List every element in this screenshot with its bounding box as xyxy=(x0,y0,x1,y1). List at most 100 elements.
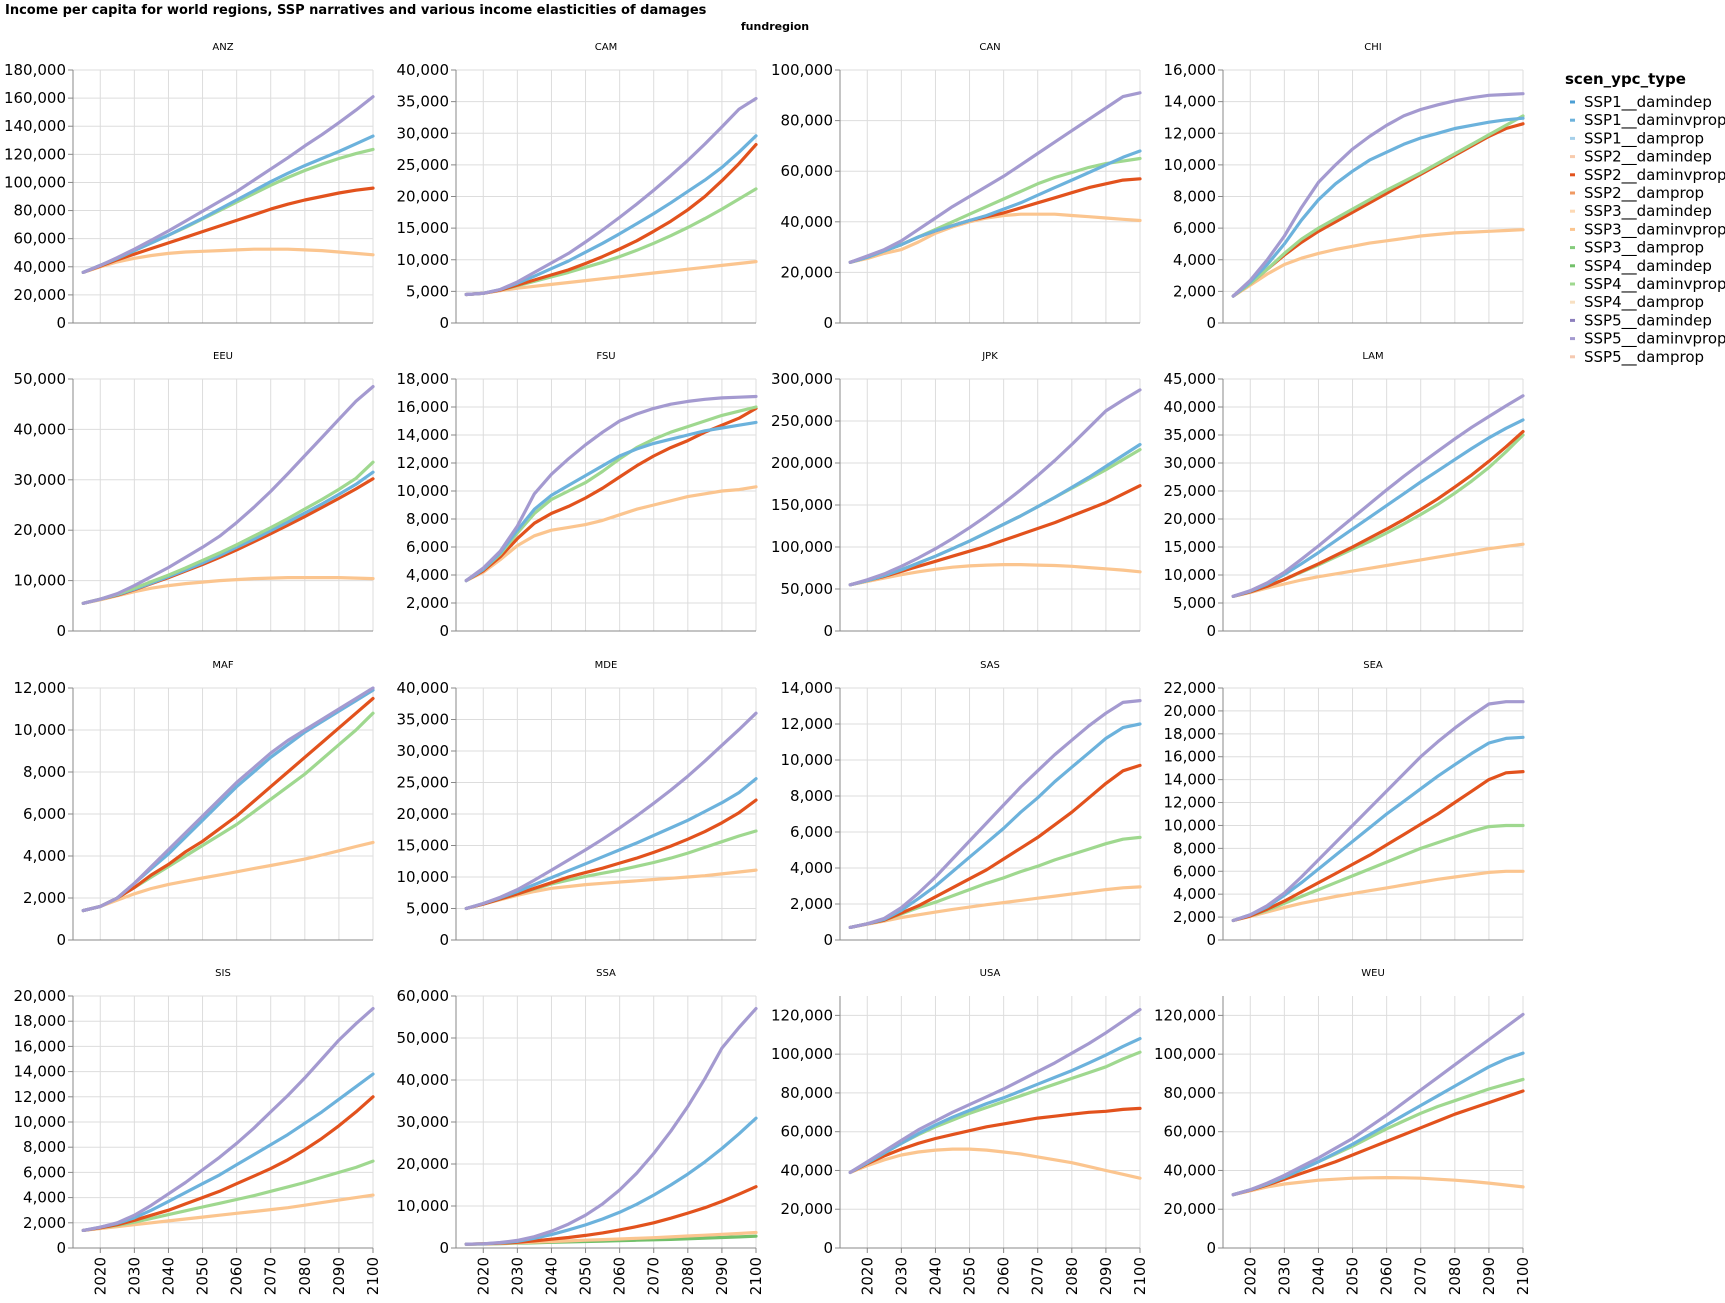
y-tick-label: 10,000 xyxy=(14,721,67,739)
y-tick-label: 35,000 xyxy=(397,711,450,729)
y-tick-label: 80,000 xyxy=(781,1084,834,1102)
y-tick-label: 6,000 xyxy=(23,1163,66,1181)
series-line-ssp4 xyxy=(81,1159,375,1232)
panel-usa: USA 0 20,000 40,000 60,000 80,000 100,000 120,0… xyxy=(771,968,1149,1295)
y-tick-label: 40,000 xyxy=(781,213,834,231)
chart-title: Income per capita for world regions, SSP… xyxy=(5,3,707,18)
panel-chi: CHI 0 2,000 4,000 6,000 8,000 10,000 12,000 14,0… xyxy=(1164,42,1525,332)
y-tick-label: 20,000 xyxy=(397,188,450,206)
x-tick-label: 2050 xyxy=(577,1257,595,1295)
y-tick-label: 40,000 xyxy=(1164,398,1217,416)
y-tick-label: 60,000 xyxy=(1164,1123,1217,1141)
panel-title: JPK xyxy=(981,351,998,362)
y-tick-label: 300,000 xyxy=(771,370,833,388)
x-tick-label: 2020 xyxy=(858,1257,876,1295)
y-tick-label: 20,000 xyxy=(781,263,834,281)
panel-title: SAS xyxy=(980,660,1000,671)
series-line-ssp5 xyxy=(848,388,1142,587)
y-tick-label: 45,000 xyxy=(1164,370,1217,388)
panel-can: CAN 0 20,000 40,000 60,000 80,000 100,000 xyxy=(771,42,1142,332)
y-tick-label: 0 xyxy=(823,1239,833,1257)
y-tick-label: 8,000 xyxy=(1173,188,1216,206)
series-line-ssp4 xyxy=(1231,823,1525,923)
y-tick-label: 120,000 xyxy=(1154,1006,1216,1024)
y-tick-label: 35,000 xyxy=(1164,426,1217,444)
series-line-ssp2 xyxy=(1231,770,1525,923)
y-tick-label: 18,000 xyxy=(14,1012,67,1030)
series-line-ssp3 xyxy=(848,212,1142,264)
y-tick-label: 15,000 xyxy=(397,219,450,237)
legend: scen_ypc_type SSP1__damindepSSP1__daminv… xyxy=(1565,70,1725,367)
series-line-ssp3 xyxy=(848,1147,1142,1180)
legend-entry: SSP4__daminvprop xyxy=(1584,275,1725,294)
y-tick-label: 100,000 xyxy=(771,1045,833,1063)
y-tick-label: 5,000 xyxy=(406,900,449,918)
panel-eeu: EEU 0 10,000 20,000 30,000 40,000 50,000 xyxy=(14,351,375,640)
x-tick-label: 2030 xyxy=(892,1257,910,1295)
y-tick-label: 30,000 xyxy=(14,471,67,489)
series-line-ssp2 xyxy=(1231,1089,1525,1197)
y-tick-label: 30,000 xyxy=(1164,454,1217,472)
series-line-ssp2 xyxy=(81,1095,375,1232)
panel-maf: MAF 0 2,000 4,000 6,000 8,000 10,000 12,000 xyxy=(14,660,375,949)
series-line-ssp1 xyxy=(1231,735,1525,923)
panel-title: ANZ xyxy=(212,42,233,53)
y-tick-label: 20,000 xyxy=(14,286,67,304)
panel-cam: CAM 0 5,000 10,000 15,000 20,000 25,000 30,000 3… xyxy=(397,42,758,332)
panel-lam: LAM 0 5,000 10,000 15,000 20,000 25,000 30,000 3… xyxy=(1164,351,1525,640)
panel-title: SSA xyxy=(596,968,616,979)
y-tick-label: 30,000 xyxy=(397,124,450,142)
panel-sea: SEA 0 2,000 4,000 6,000 8,000 10,000 12,000 14,0… xyxy=(1164,660,1525,949)
panel-mde: MDE 0 5,000 10,000 15,000 20,000 25,000 30,000 3… xyxy=(397,660,758,949)
series-line-ssp5 xyxy=(1231,700,1525,923)
y-tick-label: 120,000 xyxy=(4,145,66,163)
y-tick-label: 10,000 xyxy=(14,1113,67,1131)
series-line-ssp2 xyxy=(848,763,1142,929)
x-tick-label: 2030 xyxy=(508,1257,526,1295)
y-tick-label: 0 xyxy=(1206,931,1216,949)
series-line-ssp1 xyxy=(848,1037,1142,1174)
series-line-ssp3 xyxy=(1231,542,1525,598)
y-tick-label: 14,000 xyxy=(14,1063,67,1081)
series-line-ssp5 xyxy=(81,95,375,274)
series-line-ssp1 xyxy=(81,1072,375,1232)
y-tick-label: 8,000 xyxy=(1173,839,1216,857)
y-tick-label: 0 xyxy=(56,1239,66,1257)
series-line-ssp4 xyxy=(81,460,375,605)
series-line-ssp3 xyxy=(81,576,375,605)
x-tick-label: 2040 xyxy=(926,1257,944,1295)
series-line-ssp4 xyxy=(1231,114,1525,298)
series-line-ssp5 xyxy=(81,385,375,605)
y-tick-label: 35,000 xyxy=(397,93,450,111)
legend-entry: SSP5__damprop xyxy=(1584,348,1704,367)
x-tick-label: 2100 xyxy=(1131,1257,1149,1295)
y-tick-label: 0 xyxy=(1206,1239,1216,1257)
facet-grid: ANZ 0 20,000 40,000 60,000 80,000 100,000 120,0… xyxy=(4,42,1532,1295)
y-tick-label: 100,000 xyxy=(771,538,833,556)
y-tick-label: 0 xyxy=(823,622,833,640)
y-tick-label: 40,000 xyxy=(781,1161,834,1179)
series-line-ssp3 xyxy=(81,1193,375,1232)
panel-jpk: JPK 0 50,000 100,000 150,000 200,000 250,000 30… xyxy=(771,351,1142,640)
legend-entry: SSP2__damprop xyxy=(1584,184,1704,203)
y-tick-label: 5,000 xyxy=(406,282,449,300)
y-tick-label: 100,000 xyxy=(1154,1045,1216,1063)
x-tick-label: 2100 xyxy=(364,1257,382,1295)
y-tick-label: 20,000 xyxy=(14,521,67,539)
x-tick-label: 2020 xyxy=(474,1257,492,1295)
y-tick-label: 4,000 xyxy=(1173,251,1216,269)
y-tick-label: 0 xyxy=(1206,314,1216,332)
y-tick-label: 10,000 xyxy=(397,251,450,269)
y-tick-label: 14,000 xyxy=(1164,771,1217,789)
y-tick-label: 12,000 xyxy=(1164,124,1217,142)
y-tick-label: 6,000 xyxy=(790,823,833,841)
y-tick-label: 250,000 xyxy=(771,412,833,430)
y-tick-label: 5,000 xyxy=(1173,594,1216,612)
y-tick-label: 10,000 xyxy=(1164,566,1217,584)
y-tick-label: 60,000 xyxy=(14,230,67,248)
x-tick-label: 2040 xyxy=(159,1257,177,1295)
y-tick-label: 50,000 xyxy=(14,370,67,388)
series-line-ssp5 xyxy=(1231,1012,1525,1197)
series-line-ssp5 xyxy=(1231,394,1525,598)
